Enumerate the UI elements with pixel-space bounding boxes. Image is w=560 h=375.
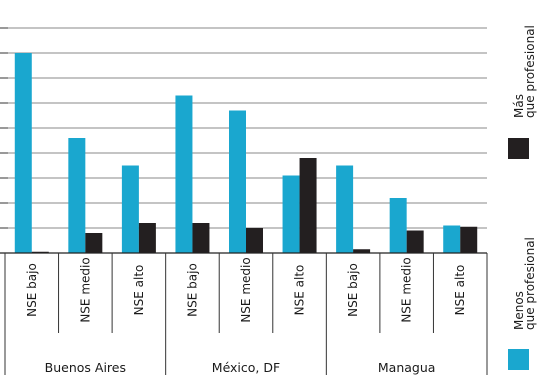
legend-swatch-mas: [508, 138, 529, 159]
bar-mas-que-profesional: [192, 223, 210, 253]
legend-label-mas-line1: Más: [512, 94, 526, 118]
x-axis: NSE bajo NSE medio NSE alto Buenos Aires NSE…: [0, 252, 488, 375]
bar-mas-que-profesional: [353, 249, 371, 253]
bar-mas-que-profesional: [85, 233, 103, 253]
bar-mas-que-profesional: [299, 158, 317, 253]
bar-menos-que-profesional: [389, 198, 407, 253]
x-tick-label: NSE medio: [239, 257, 253, 322]
x-tick-label: NSE bajo: [25, 263, 39, 317]
bar-menos-que-profesional: [336, 165, 354, 253]
bar-menos-que-profesional: [68, 138, 86, 253]
bar-menos-que-profesional: [282, 175, 300, 253]
legend-label-menos-line1: Menos: [512, 291, 526, 330]
bar-mas-que-profesional: [460, 226, 478, 253]
bar-mas-que-profesional: [246, 228, 263, 253]
legend: Más que profesional Menos que profesiona…: [508, 25, 537, 370]
legend-swatch-menos: [508, 349, 529, 370]
bar-mas-que-profesional: [31, 251, 49, 253]
bar-menos-que-profesional: [175, 95, 193, 253]
x-tick-label: NSE alto: [453, 265, 467, 316]
group-label: Buenos Aires: [45, 360, 126, 375]
bars: [14, 53, 478, 253]
x-tick-label: NSE alto: [132, 265, 146, 316]
bar-menos-que-profesional: [443, 225, 461, 253]
legend-label-menos-line2: que profesional: [523, 237, 537, 330]
group-label: Managua: [378, 360, 436, 375]
x-tick-label: NSE medio: [78, 257, 92, 322]
legend-label-mas: Más que profesional: [512, 25, 537, 118]
legend-label-mas-line2: que profesional: [523, 25, 537, 118]
group-label: México, DF: [212, 360, 280, 375]
x-tick-label: NSE bajo: [185, 263, 199, 317]
bar-menos-que-profesional: [121, 165, 139, 253]
bar-menos-que-profesional: [14, 53, 32, 253]
legend-label-menos: Menos que profesional: [512, 237, 537, 330]
bar-mas-que-profesional: [406, 230, 424, 253]
x-tick-label: NSE alto: [293, 265, 307, 316]
bar-mas-que-profesional: [138, 223, 156, 253]
x-tick-label: NSE medio: [400, 257, 414, 322]
bar-menos-que-profesional: [229, 110, 246, 253]
x-tick-label: NSE bajo: [346, 263, 360, 317]
